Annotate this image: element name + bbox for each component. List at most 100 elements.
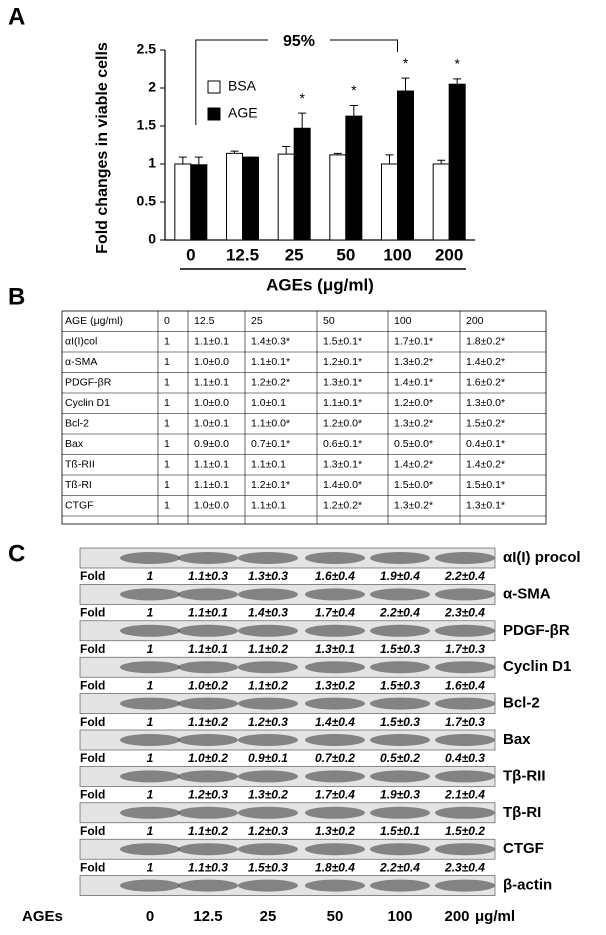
legend-label: AGE bbox=[228, 105, 258, 121]
table-cell: 1.5±0.2* bbox=[466, 418, 505, 430]
significance-mark: * bbox=[299, 90, 305, 106]
blot-band bbox=[178, 770, 238, 783]
lane-title: AGEs bbox=[22, 908, 63, 925]
blot-band bbox=[178, 806, 238, 819]
table-cell: 1.6±0.2* bbox=[466, 377, 505, 389]
table-cell: 1.8±0.2* bbox=[466, 336, 505, 348]
table-cell: 0.7±0.1* bbox=[251, 438, 290, 450]
blot-band bbox=[238, 697, 298, 710]
table-cell: 1.0±0.1 bbox=[194, 418, 229, 430]
table-cell: 1 bbox=[164, 418, 170, 430]
lane-label: 200 bbox=[444, 908, 469, 925]
fold-label: Fold bbox=[80, 569, 105, 583]
fold-value: 1.7±0.4 bbox=[315, 788, 355, 802]
blot-band bbox=[178, 624, 238, 637]
panel-label: B bbox=[8, 283, 25, 310]
blot-band bbox=[435, 734, 495, 746]
bar bbox=[242, 156, 259, 241]
fold-value: 1.3±0.2 bbox=[315, 678, 355, 692]
x-tick-label: 12.5 bbox=[226, 245, 259, 264]
table-cell: PDGF-βR bbox=[65, 377, 112, 389]
table-cell: 1 bbox=[164, 336, 170, 348]
blot-band bbox=[370, 697, 430, 710]
protein-label: Bax bbox=[503, 731, 531, 748]
fold-value: 1.6±0.4 bbox=[315, 569, 355, 583]
protein-label: α-SMA bbox=[503, 585, 551, 602]
table-cell: 200 bbox=[466, 315, 484, 327]
table-cell: 1.4±0.2* bbox=[466, 356, 505, 368]
table-cell: 1.7±0.1* bbox=[394, 336, 433, 348]
protein-label: CTGF bbox=[503, 840, 544, 857]
table-cell: 1 bbox=[164, 438, 170, 450]
table-cell: 1.4±0.2* bbox=[466, 459, 505, 471]
table-cell: 1.3±0.1* bbox=[466, 500, 505, 512]
blot-band bbox=[120, 552, 180, 564]
blot-band bbox=[238, 879, 298, 892]
table-cell: 1.1±0.1 bbox=[194, 336, 229, 348]
y-tick-label: 2 bbox=[148, 79, 156, 95]
blot-band bbox=[370, 552, 430, 564]
fold-value: 1.1±0.2 bbox=[248, 642, 288, 656]
table-cell: 0.5±0.0* bbox=[394, 438, 433, 450]
table-cell: 1 bbox=[164, 356, 170, 368]
blot-band bbox=[370, 843, 430, 856]
error-bar bbox=[298, 112, 307, 129]
table-cell: 1 bbox=[164, 459, 170, 471]
error-bar bbox=[349, 104, 358, 117]
table-cell: 1.2±0.0* bbox=[323, 418, 362, 430]
fold-value: 1.7±0.3 bbox=[445, 715, 485, 729]
blot-band bbox=[435, 588, 495, 601]
table-cell: 1.3±0.1* bbox=[323, 459, 362, 471]
blot-band bbox=[370, 588, 430, 601]
fold-value: 1.2±0.3 bbox=[188, 788, 228, 802]
blot-band bbox=[120, 879, 180, 892]
blot-band bbox=[305, 588, 365, 601]
table-cell: 1.1±0.1 bbox=[251, 459, 286, 471]
table-cell: 1 bbox=[164, 397, 170, 409]
blot-band bbox=[305, 734, 365, 746]
table-cell: α-SMA bbox=[65, 356, 97, 368]
significance-mark: * bbox=[351, 82, 357, 98]
bar bbox=[432, 163, 450, 241]
fold-value: 1.2±0.3 bbox=[248, 715, 288, 729]
fold-value: 0.7±0.2 bbox=[315, 751, 355, 765]
protein-label: PDGF-βR bbox=[503, 622, 570, 639]
table-cell: 1.2±0.0* bbox=[394, 397, 433, 409]
fold-value: 1.5±0.3 bbox=[380, 715, 420, 729]
table-cell: 1.5±0.1* bbox=[466, 479, 505, 491]
y-tick-label: 2.5 bbox=[137, 41, 157, 57]
table-cell: Tß-RII bbox=[65, 459, 95, 471]
x-tick-label: 0 bbox=[186, 245, 195, 264]
fold-value: 1.0±0.2 bbox=[188, 678, 228, 692]
table-cell: Tß-RI bbox=[65, 479, 92, 491]
protein-label: Tβ-RII bbox=[503, 767, 545, 784]
blot-band bbox=[305, 661, 365, 674]
error-bar bbox=[230, 150, 239, 154]
table-cell: 1.1±0.1 bbox=[194, 479, 229, 491]
fold-value: 1.3±0.2 bbox=[315, 824, 355, 838]
blot-band bbox=[120, 770, 180, 783]
table-cell: 0.6±0.1* bbox=[323, 438, 362, 450]
blot-band bbox=[435, 661, 495, 674]
fold-value: 1.8±0.4 bbox=[315, 860, 355, 874]
fold-value: 2.1±0.4 bbox=[444, 788, 485, 802]
table-cell: 0.9±0.0 bbox=[194, 438, 229, 450]
table-cell: 1.1±0.0* bbox=[251, 418, 290, 430]
x-axis-label: AGEs (μg/ml) bbox=[266, 275, 374, 294]
fold-value: 1.5±0.3 bbox=[380, 678, 420, 692]
blot-band bbox=[370, 879, 430, 892]
fold-value: 2.3±0.4 bbox=[444, 860, 485, 874]
table-cell: 1.0±0.1 bbox=[251, 397, 286, 409]
significance-mark: * bbox=[454, 56, 460, 72]
blot-band bbox=[120, 588, 180, 601]
fold-value: 1 bbox=[147, 606, 154, 620]
blot-band bbox=[178, 697, 238, 710]
blot-band bbox=[238, 624, 298, 637]
annotation-bg bbox=[268, 31, 330, 51]
fold-value: 1.5±0.3 bbox=[380, 642, 420, 656]
blot-band bbox=[238, 661, 298, 674]
fold-value: 1 bbox=[147, 824, 154, 838]
bar bbox=[448, 83, 466, 241]
fold-value: 1.4±0.4 bbox=[315, 715, 355, 729]
